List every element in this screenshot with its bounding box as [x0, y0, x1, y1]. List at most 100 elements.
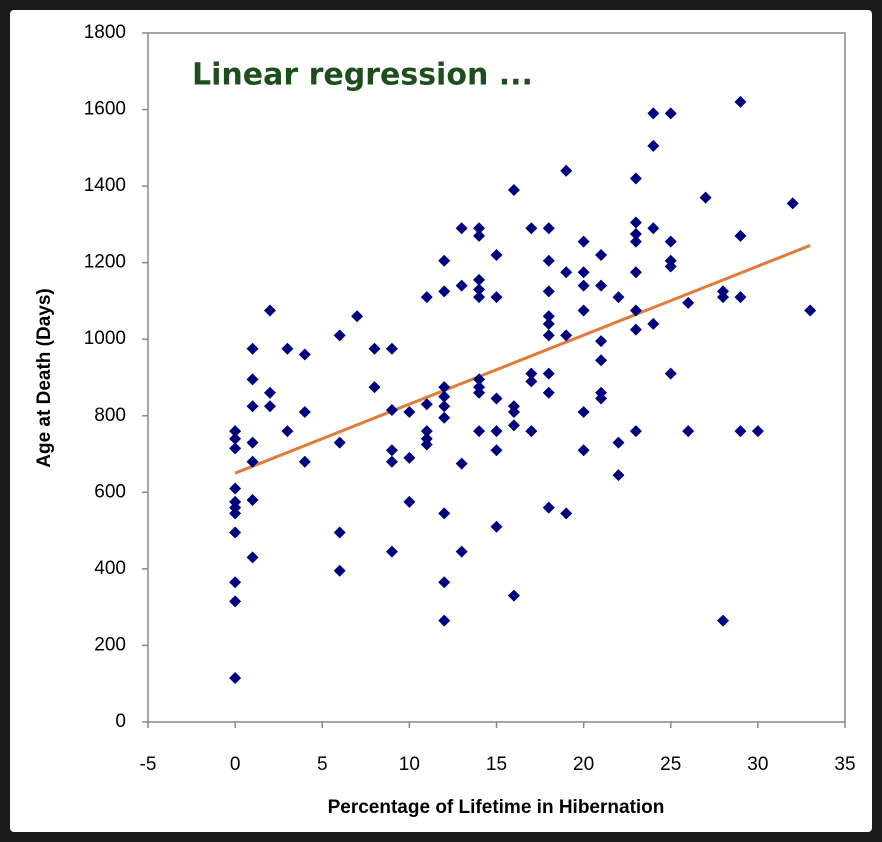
- x-tick-label: 10: [399, 754, 420, 775]
- data-point: [682, 425, 695, 438]
- data-point: [438, 381, 451, 394]
- data-point: [298, 348, 311, 361]
- data-point: [734, 229, 747, 242]
- data-point: [229, 425, 242, 438]
- data-point: [629, 216, 642, 229]
- data-point: [577, 235, 590, 248]
- data-point: [577, 304, 590, 317]
- data-point: [490, 520, 503, 533]
- data-point: [246, 342, 259, 355]
- data-point: [229, 595, 242, 608]
- data-point: [455, 545, 468, 558]
- data-point: [229, 507, 242, 520]
- data-point: [229, 576, 242, 589]
- data-point: [647, 107, 660, 120]
- x-tick-label: 25: [660, 754, 681, 775]
- x-axis-title: Percentage of Lifetime in Hibernation: [328, 797, 665, 818]
- data-point: [525, 367, 538, 380]
- data-point: [647, 222, 660, 235]
- data-point: [473, 386, 486, 399]
- x-tick-label: 15: [486, 754, 507, 775]
- y-tick-label: 800: [94, 405, 126, 426]
- data-point: [542, 310, 555, 323]
- data-point: [647, 139, 660, 152]
- x-tick-label: 0: [230, 754, 241, 775]
- data-point: [560, 507, 573, 520]
- data-point: [298, 455, 311, 468]
- y-tick-label: 200: [94, 634, 126, 655]
- data-point: [525, 222, 538, 235]
- data-point: [420, 438, 433, 451]
- data-point: [333, 329, 346, 342]
- x-tick-label: 5: [317, 754, 328, 775]
- data-point: [438, 254, 451, 267]
- data-point: [595, 279, 608, 292]
- data-point: [577, 405, 590, 418]
- data-point: [246, 400, 259, 413]
- data-point: [420, 291, 433, 304]
- data-point: [664, 260, 677, 273]
- data-point: [298, 405, 311, 418]
- data-point: [542, 501, 555, 514]
- data-point: [351, 310, 364, 323]
- data-point: [385, 404, 398, 417]
- data-point: [786, 197, 799, 210]
- data-point: [368, 342, 381, 355]
- data-point: [507, 589, 520, 602]
- data-point: [525, 425, 538, 438]
- data-point: [263, 304, 276, 317]
- data-point: [281, 425, 294, 438]
- data-point: [438, 576, 451, 589]
- data-point: [612, 436, 625, 449]
- y-tick-label: 0: [115, 711, 126, 732]
- data-point: [664, 235, 677, 248]
- data-point: [664, 107, 677, 120]
- data-point: [577, 279, 590, 292]
- data-point: [542, 367, 555, 380]
- data-point: [577, 266, 590, 279]
- data-point: [664, 367, 677, 380]
- data-point: [263, 400, 276, 413]
- data-point: [229, 671, 242, 684]
- data-point: [734, 425, 747, 438]
- data-point: [612, 291, 625, 304]
- data-point: [229, 526, 242, 539]
- data-point: [403, 451, 416, 464]
- data-point: [490, 392, 503, 405]
- data-point: [455, 222, 468, 235]
- data-point: [438, 285, 451, 298]
- data-point: [717, 614, 730, 627]
- data-point: [525, 375, 538, 388]
- data-point: [473, 291, 486, 304]
- data-point: [629, 425, 642, 438]
- data-point: [507, 183, 520, 196]
- data-point: [333, 436, 346, 449]
- data-point: [717, 291, 730, 304]
- x-tick-label: 35: [834, 754, 855, 775]
- data-point: [333, 526, 346, 539]
- chart-background: [10, 10, 872, 832]
- data-point: [281, 342, 294, 355]
- y-tick-label: 1800: [84, 22, 126, 43]
- data-point: [246, 493, 259, 506]
- data-point: [473, 283, 486, 296]
- data-point: [804, 304, 817, 317]
- y-tick-label: 400: [94, 558, 126, 579]
- data-point: [246, 551, 259, 564]
- data-point: [507, 419, 520, 432]
- data-point: [229, 442, 242, 455]
- data-point: [473, 425, 486, 438]
- data-point: [385, 455, 398, 468]
- data-point: [542, 285, 555, 298]
- data-point: [438, 390, 451, 403]
- y-tick-label: 1000: [84, 328, 126, 349]
- data-point: [507, 405, 520, 418]
- x-tick-label: 30: [747, 754, 768, 775]
- data-point: [542, 329, 555, 342]
- x-tick-label: -5: [140, 754, 157, 775]
- data-point: [473, 222, 486, 235]
- data-point: [438, 411, 451, 424]
- data-point: [542, 317, 555, 330]
- data-point: [438, 614, 451, 627]
